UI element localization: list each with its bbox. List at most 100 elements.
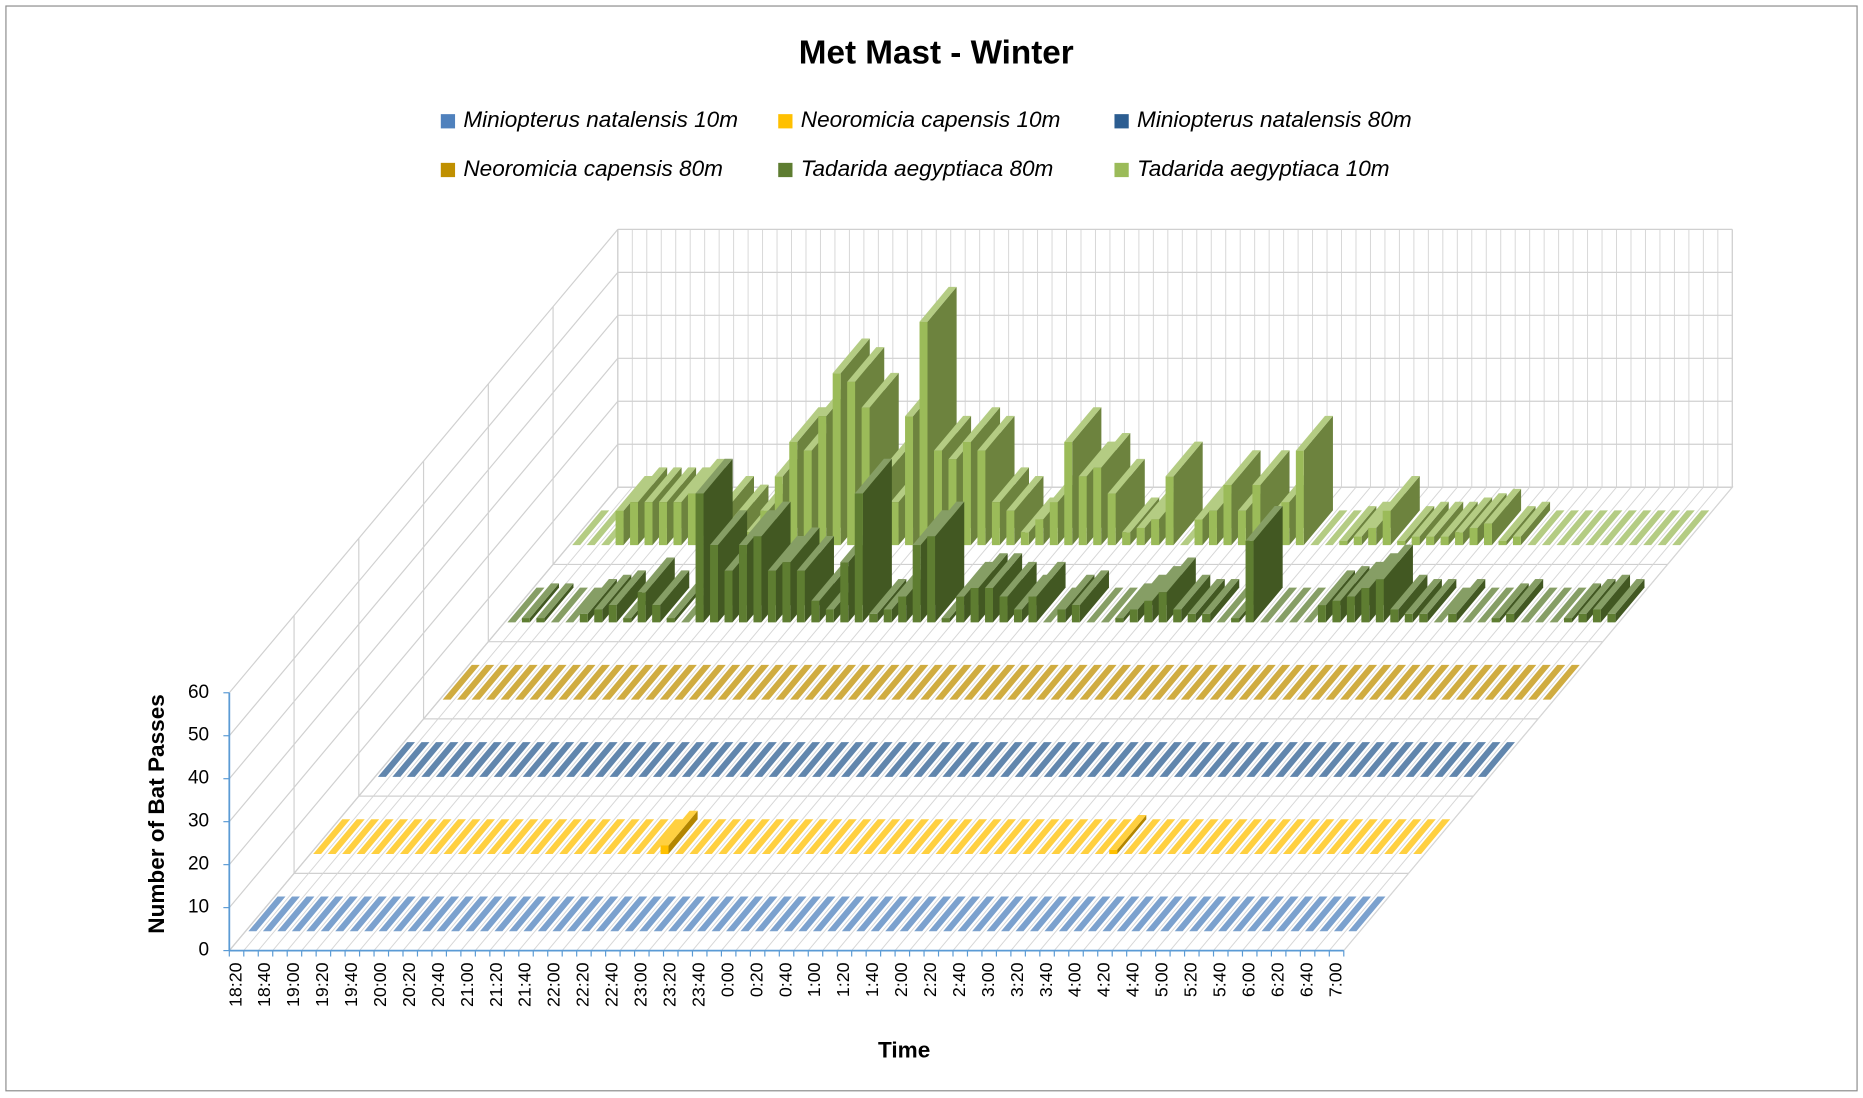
bar-top — [422, 896, 460, 932]
bar-front — [985, 587, 993, 623]
bar — [1541, 510, 1579, 546]
bar-top — [1477, 587, 1515, 623]
bar-top — [687, 458, 726, 494]
bar — [1657, 510, 1695, 546]
grid-line — [228, 443, 619, 909]
bar-top — [912, 510, 950, 546]
bar — [385, 819, 423, 855]
bar-top — [586, 510, 624, 546]
bar-top — [1585, 510, 1623, 546]
floor-hatch — [1155, 486, 1545, 951]
bar — [1535, 587, 1573, 623]
floor-hatch — [778, 486, 1169, 951]
bar — [688, 664, 726, 700]
bar — [550, 587, 588, 623]
bar — [775, 664, 813, 700]
bar-top — [552, 896, 590, 932]
bar — [1260, 742, 1298, 777]
bar — [1520, 587, 1558, 623]
bar — [1347, 742, 1385, 777]
bar — [877, 819, 915, 855]
bar-top — [920, 664, 958, 700]
bar-top — [985, 553, 1023, 588]
bar — [725, 742, 763, 777]
bar-top — [414, 819, 452, 855]
bar-top — [1101, 742, 1139, 777]
bar-top — [1369, 819, 1407, 855]
bar-top — [1592, 574, 1631, 610]
bar-front — [970, 587, 979, 623]
bar-top — [1064, 407, 1102, 443]
bar — [465, 896, 503, 932]
bar-top — [1340, 819, 1378, 855]
bar-top — [645, 664, 683, 700]
bar — [1187, 579, 1225, 623]
bar-top — [1050, 664, 1088, 700]
bar — [572, 510, 610, 546]
bar-top — [464, 742, 502, 777]
bar-front — [1173, 609, 1182, 623]
floor-hatch — [330, 486, 720, 951]
bar — [856, 896, 894, 932]
bar — [1007, 664, 1045, 700]
bar-top — [1187, 579, 1225, 614]
bar — [436, 896, 474, 932]
bar — [892, 819, 930, 855]
bar-top — [1058, 896, 1097, 932]
bar-front — [1469, 527, 1478, 546]
bar-top — [991, 467, 1029, 503]
bar-top — [1036, 819, 1074, 855]
bar — [414, 819, 452, 855]
bar — [1549, 587, 1587, 623]
bar — [1318, 742, 1356, 777]
bar — [1216, 587, 1254, 623]
bar-top — [559, 819, 597, 855]
bar — [1513, 664, 1551, 700]
bar — [1448, 742, 1487, 777]
bar-top — [782, 527, 820, 563]
bar — [544, 819, 582, 855]
bar-top — [451, 896, 489, 932]
bar-top — [827, 896, 865, 932]
bar — [1607, 579, 1645, 623]
bar-top — [870, 742, 908, 777]
bar-top — [855, 742, 893, 777]
bar-top — [1304, 896, 1343, 932]
bar — [1441, 664, 1479, 700]
bar-top — [796, 536, 834, 571]
bar-top — [465, 896, 503, 932]
bar-top — [1188, 742, 1226, 777]
bar — [812, 896, 850, 932]
bar-top — [972, 896, 1010, 932]
bar-top — [1499, 664, 1537, 700]
bar — [1217, 742, 1255, 777]
bar — [588, 819, 626, 855]
bar-top — [783, 742, 821, 777]
bar-top — [1657, 510, 1695, 546]
bar-front — [652, 605, 661, 623]
bar-front — [1375, 579, 1384, 623]
bar — [608, 570, 646, 623]
bar — [1426, 664, 1464, 700]
bar — [1333, 896, 1372, 932]
bar-front — [854, 493, 863, 623]
bar — [674, 664, 712, 700]
bar — [993, 819, 1031, 855]
bar-side — [544, 583, 574, 623]
bar — [1267, 664, 1305, 700]
bar-top — [1455, 664, 1493, 700]
x-tick-label: 19:40 — [341, 962, 361, 1007]
bar — [899, 896, 937, 932]
x-tick-label: 2:20 — [920, 962, 940, 997]
bar-top — [943, 896, 981, 932]
bar-top — [754, 742, 792, 777]
bar-front — [905, 416, 914, 546]
bar — [681, 742, 719, 777]
bar-top — [1448, 579, 1486, 614]
bar — [572, 664, 611, 700]
bar — [885, 896, 923, 932]
bar — [876, 664, 914, 700]
bar — [494, 896, 532, 932]
bar-top — [521, 583, 559, 619]
bar-top — [753, 501, 791, 537]
